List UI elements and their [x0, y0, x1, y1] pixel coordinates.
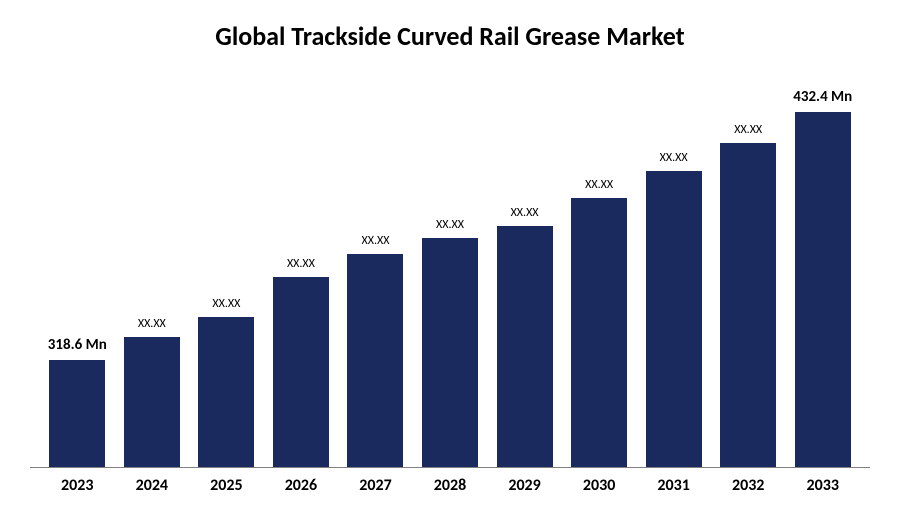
x-axis-label: 2029	[487, 476, 562, 495]
bar-value-label: XX.XX	[436, 218, 464, 232]
bar-value-label: XX.XX	[212, 297, 240, 311]
bar	[795, 112, 851, 468]
bar-value-label: XX.XX	[585, 178, 613, 192]
bar-value-label: 432.4 Mn	[793, 88, 852, 106]
bar-group: XX.XX	[562, 72, 637, 467]
bar-value-label: 318.6 Mn	[48, 336, 107, 354]
x-axis-label: 2030	[562, 476, 637, 495]
bar	[571, 198, 627, 467]
bar-value-label: XX.XX	[138, 317, 166, 331]
bar-group: XX.XX	[636, 72, 711, 467]
plot-area: 318.6 Mn XX.XX XX.XX XX.XX XX.XX XX.XX XX.XX XX…	[30, 72, 870, 468]
bar-value-label: XX.XX	[734, 123, 762, 137]
x-axis-label: 2031	[636, 476, 711, 495]
chart-container: Global Trackside Curved Rail Grease Mark…	[0, 0, 900, 525]
bar-group: 432.4 Mn	[785, 72, 860, 467]
x-axis-label: 2032	[711, 476, 786, 495]
bar	[646, 171, 702, 467]
bar-value-label: XX.XX	[511, 206, 539, 220]
chart-title: Global Trackside Curved Rail Grease Mark…	[30, 20, 870, 52]
bar	[422, 238, 478, 467]
bar-group: 318.6 Mn	[40, 72, 115, 467]
x-axis-label: 2026	[264, 476, 339, 495]
bar-group: XX.XX	[338, 72, 413, 467]
bar	[347, 254, 403, 467]
bar-value-label: XX.XX	[287, 257, 315, 271]
bar-value-label: XX.XX	[660, 151, 688, 165]
bar-group: XX.XX	[711, 72, 786, 467]
bar-group: XX.XX	[413, 72, 488, 467]
bar	[198, 317, 254, 467]
bar	[497, 226, 553, 467]
bar	[124, 337, 180, 467]
bar	[720, 143, 776, 467]
bar-group: XX.XX	[189, 72, 264, 467]
bar-group: XX.XX	[264, 72, 339, 467]
x-axis-label: 2028	[413, 476, 488, 495]
bar-group: XX.XX	[487, 72, 562, 467]
bar	[273, 277, 329, 467]
x-axis-label: 2033	[785, 476, 860, 495]
x-axis-label: 2025	[189, 476, 264, 495]
x-axis: 2023202420252026202720282029203020312032…	[30, 468, 870, 495]
bar-value-label: XX.XX	[361, 234, 389, 248]
bar-group: XX.XX	[115, 72, 190, 467]
bar	[49, 360, 105, 467]
x-axis-label: 2027	[338, 476, 413, 495]
x-axis-label: 2023	[40, 476, 115, 495]
x-axis-label: 2024	[115, 476, 190, 495]
